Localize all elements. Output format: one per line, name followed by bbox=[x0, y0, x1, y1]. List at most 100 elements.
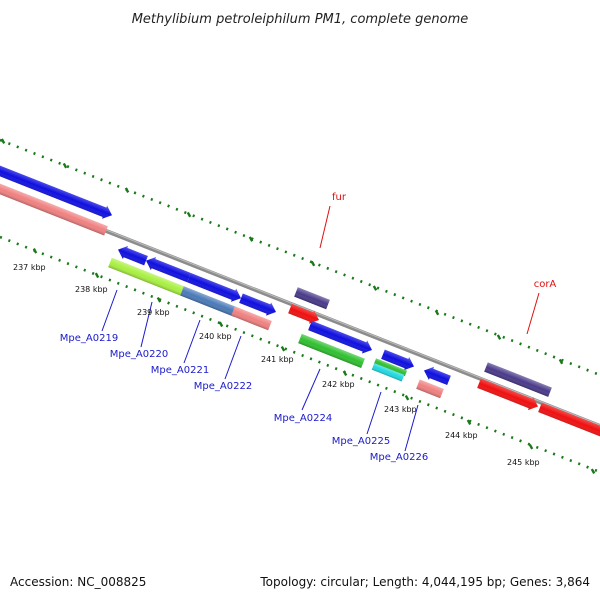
gene-box-cyan-mpe-a0225[interactable] bbox=[371, 363, 405, 382]
outer-major-tick bbox=[496, 334, 502, 340]
gene-box-steel-mpe-a0221[interactable] bbox=[180, 286, 238, 317]
gene-arrow-red-cora-b-shade bbox=[538, 402, 600, 451]
gene-arrow-red-cora-b[interactable] bbox=[537, 401, 600, 454]
gene-arrow-blue-f-shade bbox=[308, 320, 372, 354]
gene-arrow-blue-e[interactable] bbox=[238, 292, 278, 319]
gene-arrow-blue-f[interactable] bbox=[307, 319, 374, 357]
gene-features bbox=[0, 153, 600, 454]
leader-mpe-a0219 bbox=[101, 289, 118, 332]
gene-box-cyan-mpe-a0225-shade bbox=[371, 363, 405, 382]
inner-major-tick bbox=[404, 394, 410, 401]
gene-arrow-blue-b[interactable] bbox=[115, 243, 148, 267]
gene-arrow-red-fur-shade bbox=[288, 303, 320, 324]
gene-arrow-blue-c[interactable] bbox=[143, 254, 191, 284]
kbp-label-242: 242 kbp bbox=[322, 380, 355, 389]
inner-major-tick bbox=[32, 248, 38, 254]
genome-summary-text: Topology: circular; Length: 4,044,195 bp… bbox=[259, 575, 590, 589]
kbp-label-240: 240 kbp bbox=[199, 332, 232, 341]
leader-mpe-a0221 bbox=[183, 319, 201, 364]
gene-label-cora[interactable]: corA bbox=[534, 279, 557, 290]
outer-major-tick bbox=[186, 211, 192, 218]
inner-major-tick bbox=[156, 297, 162, 303]
gene-box-purple-fur-shade bbox=[294, 287, 330, 310]
inner-major-tick bbox=[590, 468, 596, 475]
tick-ring-inner-dots bbox=[0, 235, 600, 474]
kbp-label-241: 241 kbp bbox=[261, 355, 294, 364]
outer-major-tick bbox=[434, 309, 440, 316]
gene-arrow-blue-h[interactable] bbox=[421, 364, 451, 387]
gene-box-pink-mpe-a0226[interactable] bbox=[416, 379, 444, 399]
inner-major-tick bbox=[528, 443, 534, 450]
gene-labels: fur corA Mpe_A0219 Mpe_A0220 Mpe_A0221 M… bbox=[60, 192, 557, 463]
outer-major-tick bbox=[0, 138, 6, 144]
gene-label-mpe-a0222[interactable]: Mpe_A0222 bbox=[194, 381, 252, 392]
gene-arrow-red-cora[interactable] bbox=[476, 377, 540, 413]
outer-major-tick bbox=[558, 358, 564, 365]
leader-mpe-a0225 bbox=[366, 391, 382, 435]
gene-box-purple-fur[interactable] bbox=[294, 287, 330, 310]
gene-box-purple-cora-shade bbox=[484, 362, 552, 397]
gene-box-lime-mpe-a0220-shade bbox=[108, 257, 184, 296]
gene-box-green-b[interactable] bbox=[373, 358, 408, 377]
inner-major-tick bbox=[342, 370, 348, 377]
kbp-label-244: 244 kbp bbox=[445, 431, 478, 440]
kbp-labels: 237 kbp 238 kbp 239 kbp 240 kbp 241 kbp … bbox=[13, 263, 540, 467]
gene-box-lime-mpe-a0220[interactable] bbox=[108, 257, 184, 296]
gene-arrow-blue-c-shade bbox=[146, 257, 191, 283]
accession-text: Accession: NC_008825 bbox=[10, 575, 146, 589]
outer-major-tick bbox=[310, 260, 316, 267]
leader-fur bbox=[319, 205, 331, 249]
gene-label-mpe-a0225[interactable]: Mpe_A0225 bbox=[332, 436, 390, 447]
inner-major-tick bbox=[280, 346, 286, 352]
leader-mpe-a0224 bbox=[301, 368, 321, 411]
gene-label-mpe-a0219[interactable]: Mpe_A0219 bbox=[60, 333, 118, 344]
gene-box-purple-cora[interactable] bbox=[484, 362, 552, 397]
kbp-label-237: 237 kbp bbox=[13, 263, 46, 272]
gene-arrow-blue-a-shade bbox=[0, 154, 112, 219]
gene-label-mpe-a0221[interactable]: Mpe_A0221 bbox=[151, 365, 209, 376]
tick-ring-outer-major bbox=[0, 138, 564, 365]
gene-box-steel-mpe-a0221-shade bbox=[180, 286, 238, 317]
gene-arrow-blue-e-shade bbox=[239, 293, 276, 316]
tick-ring-inner-major bbox=[32, 248, 596, 475]
gene-arrow-blue-g-shade bbox=[381, 349, 415, 371]
gene-label-fur[interactable]: fur bbox=[332, 192, 347, 203]
gene-arrow-red-fur[interactable] bbox=[287, 302, 321, 326]
outer-major-tick bbox=[62, 162, 68, 169]
gene-label-mpe-a0220[interactable]: Mpe_A0220 bbox=[110, 349, 168, 360]
gene-box-green-mpe-a0224-shade bbox=[298, 333, 365, 369]
tick-ring-inner bbox=[0, 235, 600, 475]
gene-label-mpe-a0226[interactable]: Mpe_A0226 bbox=[370, 452, 428, 463]
gene-box-pink-a[interactable] bbox=[0, 172, 108, 236]
gene-arrow-blue-g[interactable] bbox=[380, 348, 416, 373]
gene-box-pink-mpe-a0222[interactable] bbox=[231, 306, 272, 331]
inner-major-tick bbox=[94, 272, 100, 279]
map-title: Methylibium petroleiphilum PM1, complete… bbox=[132, 12, 469, 27]
gene-label-mpe-a0224[interactable]: Mpe_A0224 bbox=[274, 413, 332, 424]
label-leader-lines bbox=[101, 205, 540, 452]
kbp-label-238: 238 kbp bbox=[75, 285, 108, 294]
gene-arrow-blue-d[interactable] bbox=[186, 271, 243, 305]
gene-box-green-b-shade bbox=[373, 358, 408, 377]
gene-box-green-mpe-a0224[interactable] bbox=[298, 333, 365, 369]
gene-arrow-blue-h-shade bbox=[424, 366, 451, 386]
outer-major-tick bbox=[124, 187, 130, 193]
outer-major-tick bbox=[248, 236, 254, 242]
kbp-label-245: 245 kbp bbox=[507, 458, 540, 467]
leader-mpe-a0220 bbox=[140, 301, 153, 348]
leader-mpe-a0226 bbox=[404, 404, 419, 452]
gene-arrow-red-cora-shade bbox=[477, 378, 539, 411]
gene-box-pink-a-shade bbox=[0, 172, 108, 236]
gene-arrow-blue-b-shade bbox=[118, 246, 148, 266]
gene-arrow-blue-a[interactable] bbox=[0, 153, 115, 222]
outer-major-tick bbox=[372, 285, 378, 291]
gene-box-pink-mpe-a0222-shade bbox=[231, 306, 272, 331]
kbp-label-239: 239 kbp bbox=[137, 308, 170, 317]
kbp-label-243: 243 kbp bbox=[384, 405, 417, 414]
inner-major-tick bbox=[466, 419, 472, 426]
inner-major-tick bbox=[218, 321, 224, 328]
tick-ring-outer bbox=[0, 138, 600, 377]
leader-mpe-a0222 bbox=[224, 335, 242, 380]
gene-box-pink-mpe-a0226-shade bbox=[416, 379, 444, 399]
